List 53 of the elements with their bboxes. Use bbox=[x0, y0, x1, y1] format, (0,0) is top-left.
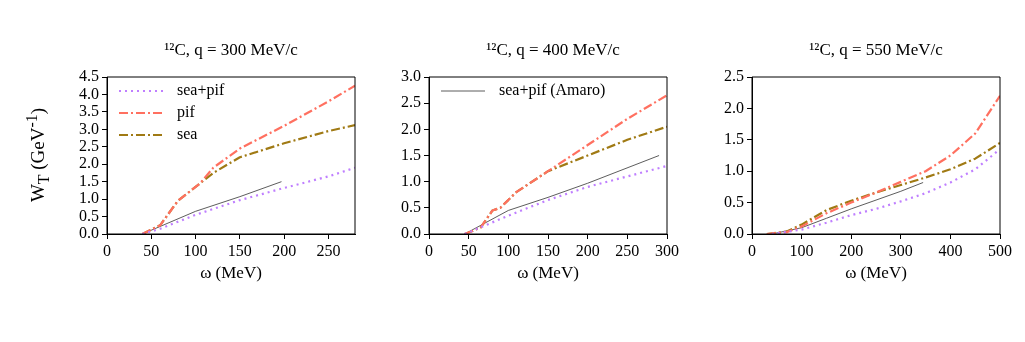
legend-label: sea bbox=[177, 125, 198, 143]
x-tick-label: 300 bbox=[655, 241, 679, 259]
x-axis-title: ω (MeV) bbox=[517, 263, 579, 283]
y-tick-label: 1.0 bbox=[401, 171, 421, 189]
x-tick-label: 0 bbox=[425, 241, 433, 259]
y-tick-label: 1.5 bbox=[724, 130, 744, 147]
x-tick-label: 200 bbox=[575, 241, 600, 259]
y-tick-label: 2.0 bbox=[79, 154, 99, 172]
x-tick-label: 150 bbox=[536, 241, 560, 259]
y-tick-label: 1.0 bbox=[79, 189, 99, 207]
chart-title: ¹²C, q = 400 MeV/c bbox=[485, 40, 621, 60]
line-series bbox=[141, 84, 355, 234]
y-tick-label: 0.0 bbox=[79, 224, 99, 242]
y-tick-label: 0.5 bbox=[401, 198, 421, 216]
x-tick-label: 100 bbox=[789, 241, 814, 259]
y-tick-label: 3.0 bbox=[79, 119, 99, 137]
x-tick-label: 200 bbox=[272, 241, 297, 259]
x-tick-label: 50 bbox=[460, 241, 477, 259]
y-tick-label: 1.5 bbox=[79, 171, 99, 189]
x-tick-label: 200 bbox=[839, 241, 864, 259]
y-tick-label: 2.5 bbox=[724, 67, 744, 85]
y-tick-label: 1.0 bbox=[724, 161, 744, 179]
y-tick-label: 3.0 bbox=[401, 67, 421, 85]
x-tick-label: 250 bbox=[316, 241, 341, 259]
chart-title: ¹²C, q = 550 MeV/c bbox=[808, 40, 944, 60]
x-tick-label: 0 bbox=[103, 241, 111, 259]
y-tick-label: 2.5 bbox=[79, 136, 99, 154]
legend-label: pif bbox=[177, 103, 196, 122]
y-tick-label: 4.5 bbox=[79, 67, 99, 85]
y-tick-label: 1.5 bbox=[401, 145, 421, 163]
x-axis-title: ω (MeV) bbox=[845, 263, 907, 283]
x-tick-label: 300 bbox=[888, 241, 913, 259]
y-tick-label: 2.5 bbox=[401, 93, 421, 111]
x-tick-label: 100 bbox=[183, 241, 208, 259]
y-tick-label: 2.0 bbox=[724, 98, 744, 116]
x-axis-title: ω (MeV) bbox=[200, 263, 262, 283]
x-tick-label: 250 bbox=[615, 241, 640, 259]
x-tick-label: 400 bbox=[938, 241, 963, 259]
y-tick-label: 4.0 bbox=[79, 84, 99, 102]
x-tick-label: 0 bbox=[748, 241, 756, 259]
y-tick-label: 0.5 bbox=[79, 206, 99, 224]
y-tick-label: 3.5 bbox=[79, 102, 99, 120]
x-tick-label: 100 bbox=[496, 241, 521, 259]
y-tick-label: 0.0 bbox=[724, 224, 744, 242]
y-tick-label: 0.0 bbox=[401, 224, 421, 242]
x-tick-label: 150 bbox=[227, 241, 252, 259]
legend-label: sea+pif bbox=[177, 81, 225, 100]
legend-label: sea+pif (Amaro) bbox=[499, 81, 606, 100]
x-tick-label: 500 bbox=[988, 241, 1012, 259]
x-tick-label: 50 bbox=[143, 241, 160, 259]
chart-title: ¹²C, q = 300 MeV/c bbox=[163, 40, 299, 60]
y-tick-label: 0.5 bbox=[724, 192, 744, 210]
y-tick-label: 2.0 bbox=[401, 119, 421, 137]
